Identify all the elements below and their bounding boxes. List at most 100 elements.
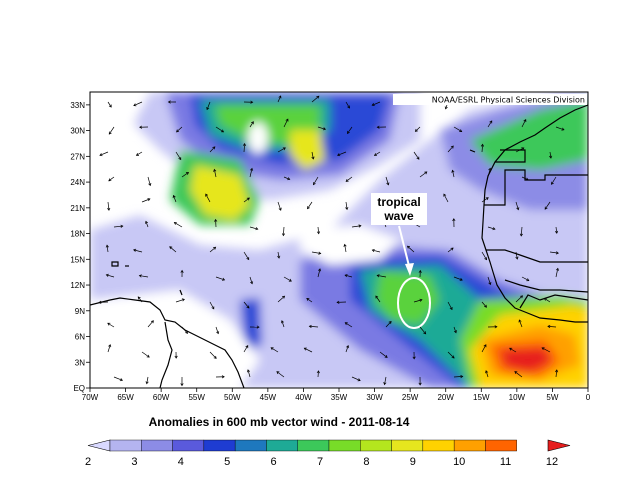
wind-vector-head [555,267,559,271]
wind-vector [487,226,496,230]
lon-tick-label: 5W [546,393,558,402]
wind-vector [407,245,415,253]
wind-vector [351,225,361,228]
wind-vector-head [384,354,388,358]
coastlines [90,104,588,388]
wind-vector [481,144,483,153]
wind-vector-head [423,331,427,335]
wind-vector-head [178,157,182,161]
wind-vector [108,126,115,135]
wind-vector-head [525,177,529,181]
wind-vector-head [250,281,254,285]
wind-vector-head [521,147,525,151]
wind-vector-head [221,375,225,379]
annotation-arrow [398,225,411,271]
colorbar: 2 3 4 5 6 7 8 9 10 11 12 [85,439,571,468]
wind-vector-head [147,198,151,202]
lon-tick-label: 30W [366,393,383,402]
wind-vector [147,176,151,186]
wind-vector [345,201,348,210]
wind-vector-head [107,207,111,211]
wind-vector [215,276,225,281]
wind-vector-head [451,169,455,173]
wind-vector-head [450,247,454,251]
wind-vector-head [250,167,254,171]
wind-vector [173,195,177,203]
colorbar-swatch [391,439,424,452]
wind-vector [345,274,353,278]
wind-vector [384,376,387,385]
wind-vector-head [307,206,310,210]
wind-vector [413,299,423,303]
wind-vector-head [459,129,463,132]
wind-vector [344,244,347,253]
wind-vector-head [412,356,416,360]
lon-tick-label: 0 [586,393,591,402]
colorbar-swatch [172,439,205,452]
wind-vector-head [345,178,349,182]
wind-vector [447,145,454,153]
wind-vector-head [185,330,189,334]
wind-vector [555,369,558,378]
lon-tick-label: 40W [295,393,312,402]
colorbar-label: 3 [131,456,137,468]
wind-vector [247,369,251,378]
wind-vector [307,201,313,209]
colorbar-swatch [422,439,455,452]
annotation-line1: tropical [377,195,420,209]
wind-vector [181,172,189,178]
wind-vector [277,251,280,259]
wind-vector [146,376,149,384]
wind-vector [147,320,154,328]
wind-vector [133,249,143,253]
wind-vector-head [386,182,390,186]
wind-vector-head [509,347,513,351]
wind-vector [209,146,216,153]
wind-vector [113,376,123,381]
wind-vector [249,276,253,284]
wind-vector [107,322,115,328]
wind-vector-head [459,277,463,281]
wind-vector-head [449,306,453,311]
wind-vector-head [311,156,315,160]
lon-tick-label: 20W [437,393,454,402]
wind-vector-head [185,172,190,175]
wind-vector-head [211,306,215,310]
wind-vector-head [206,106,210,111]
wind-vector [481,251,487,260]
wind-vector [137,296,143,303]
wind-vector [447,301,453,310]
wind-vector-head [347,105,350,109]
wind-vector [372,101,381,106]
wind-vector-head [488,282,492,286]
wind-vector [337,151,347,156]
colorbar-swatch [485,439,517,452]
wind-vector [481,344,487,353]
wind-vector-head [337,153,341,157]
wind-vector-head [554,230,559,234]
wind-vector-head [303,347,307,351]
wind-vector [521,119,527,128]
wind-vector [379,351,388,358]
lat-tick-label: 18N [70,230,85,239]
wind-vector [447,351,455,359]
wind-vector-head [120,224,124,228]
wind-vector [541,347,551,353]
wind-vector [106,245,109,253]
wind-vector [209,301,215,310]
wind-vector-head [308,324,312,329]
wind-vector [176,126,183,133]
wind-vector [277,147,286,153]
wind-vector-head [214,218,218,222]
wind-vector [317,370,319,378]
lat-tick-label: 9N [75,307,85,316]
wind-vector [555,226,558,234]
wind-vector-head [281,233,286,237]
wind-vector-head [484,257,487,261]
wind-vector-head [213,246,217,250]
wind-vector [175,151,182,160]
wind-vector-head [280,320,284,324]
wind-vector [317,226,320,234]
wind-vector [345,322,353,328]
